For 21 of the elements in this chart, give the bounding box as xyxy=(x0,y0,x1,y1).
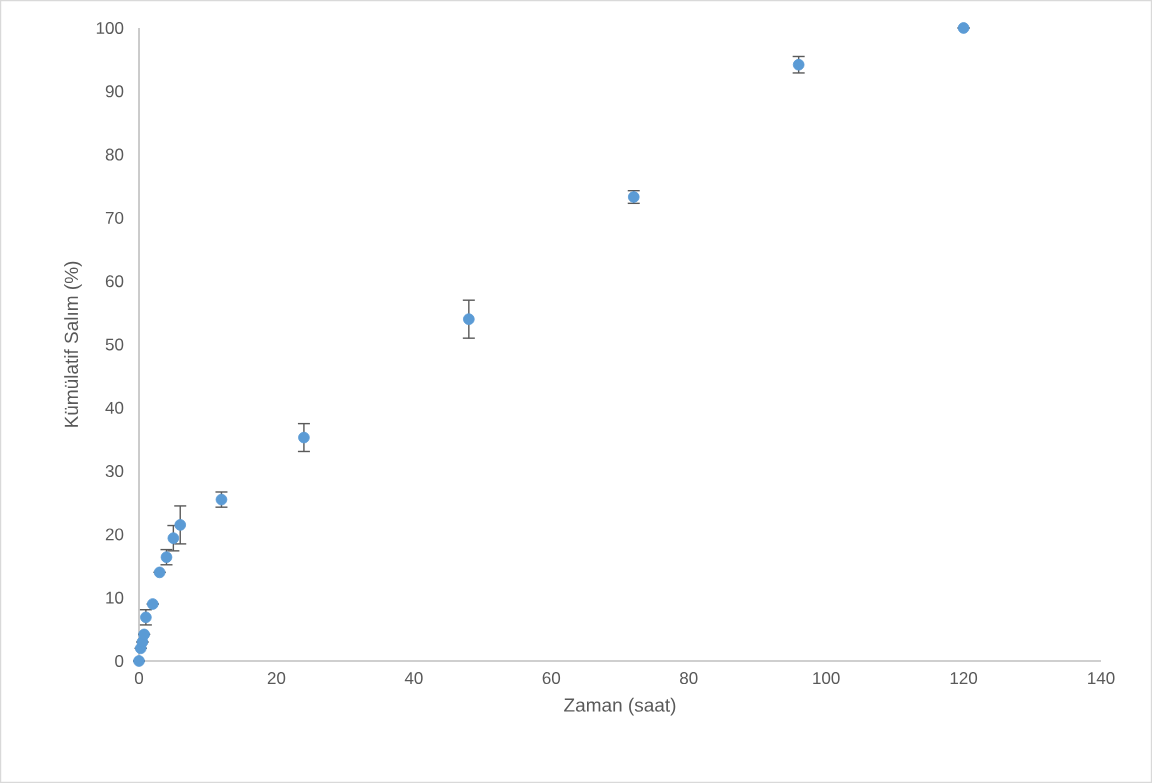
x-tick-label: 120 xyxy=(950,672,978,685)
x-tick-label: 60 xyxy=(542,672,561,685)
y-tick-label: 40 xyxy=(105,401,124,414)
y-tick-label: 50 xyxy=(105,338,124,351)
y-tick-label: 100 xyxy=(96,21,124,35)
x-tick-label: 100 xyxy=(813,672,840,685)
y-axis-title: Kümülatif Salım (%) xyxy=(64,261,82,427)
y-tick-label: 20 xyxy=(105,528,124,541)
y-tick-label: 30 xyxy=(105,465,124,478)
x-axis-title: Zaman (saat) xyxy=(564,697,676,716)
x-tick-label: 40 xyxy=(404,672,423,685)
y-tick-label: 10 xyxy=(106,591,124,604)
x-tick-label: 140 xyxy=(1088,672,1115,685)
x-tick-label: 80 xyxy=(680,672,698,685)
y-tick-label: 60 xyxy=(105,275,124,288)
y-tick-label: 70 xyxy=(105,211,124,224)
y-tick-label: 80 xyxy=(105,148,124,161)
x-tick-label: 0 xyxy=(134,672,144,685)
x-tick-label: 20 xyxy=(267,672,286,685)
y-tick-label: 0 xyxy=(115,655,124,668)
y-tick-label: 90 xyxy=(105,85,124,98)
